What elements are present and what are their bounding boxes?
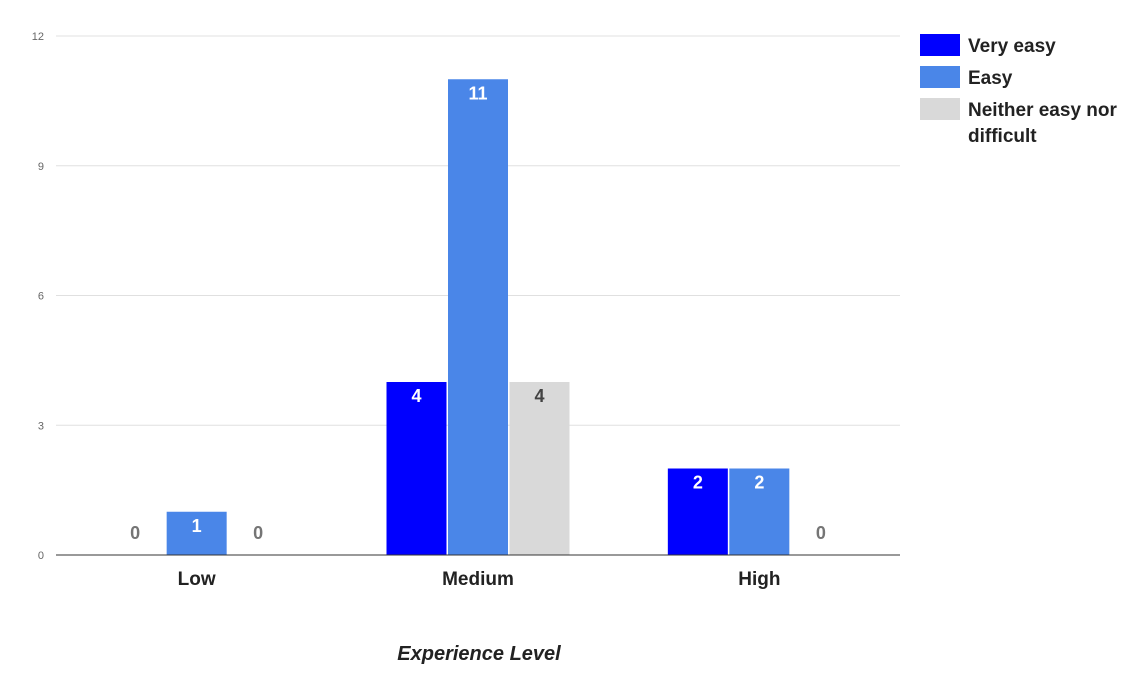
y-axis-ticks: 0 3 6 9 12 — [32, 31, 44, 562]
bar — [166, 511, 227, 555]
bar — [729, 468, 790, 555]
data-label: 0 — [130, 523, 140, 543]
y-tick-label: 9 — [38, 161, 44, 173]
bar — [448, 79, 508, 555]
legend-label: difficult — [968, 126, 1037, 147]
bars — [166, 79, 790, 555]
x-category-label: Low — [178, 569, 216, 590]
x-axis-title: Experience Level — [397, 643, 561, 665]
y-tick-label: 3 — [38, 420, 44, 432]
bar — [509, 382, 570, 555]
bar — [667, 468, 728, 555]
data-label: 1 — [192, 516, 202, 536]
x-axis-categories: Low Medium High — [178, 569, 781, 590]
y-tick-label: 12 — [32, 31, 44, 43]
data-label: 0 — [816, 523, 826, 543]
data-label: 4 — [534, 386, 544, 406]
y-tick-label: 0 — [38, 550, 44, 562]
data-label: 2 — [754, 473, 764, 493]
x-category-label: Medium — [442, 569, 514, 590]
data-label: 0 — [253, 523, 263, 543]
bar — [386, 382, 447, 555]
data-label: 4 — [411, 386, 421, 406]
legend-swatch — [920, 98, 960, 120]
legend-swatch — [920, 34, 960, 56]
legend-label: Neither easy nor — [968, 100, 1117, 121]
data-label: 2 — [693, 473, 703, 493]
legend-label: Easy — [968, 68, 1013, 89]
data-label: 11 — [468, 83, 487, 103]
legend: Very easy Easy Neither easy nor difficult — [920, 34, 1117, 147]
legend-swatch — [920, 66, 960, 88]
x-category-label: High — [738, 569, 780, 590]
data-labels: 0 1 0 4 11 4 2 2 0 — [130, 83, 826, 543]
y-tick-label: 6 — [38, 291, 44, 303]
legend-label: Very easy — [968, 36, 1056, 57]
